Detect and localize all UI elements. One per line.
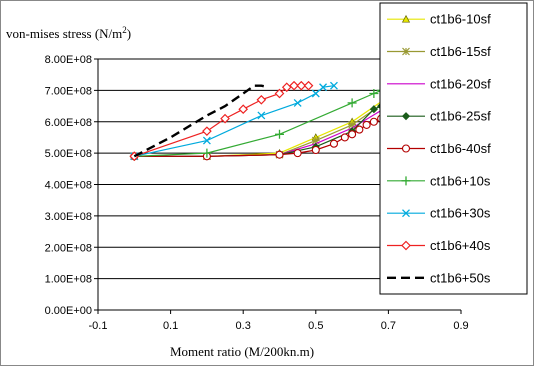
series-ct1b6+40s [129, 80, 314, 162]
data-point [401, 176, 411, 186]
legend-entry: ct1b6-10sf [387, 12, 491, 27]
series-ct1b6+50s [133, 84, 269, 158]
legend-label: ct1b6+10s [430, 173, 491, 188]
data-point [311, 145, 320, 155]
data-point [293, 149, 302, 158]
legend-entry: ct1b6+50s [387, 270, 491, 285]
data-point [311, 136, 320, 145]
x-tick-label: 0.7 [381, 320, 396, 332]
data-point [257, 111, 266, 120]
data-point [401, 14, 411, 23]
y-tick-label: 7.00E+08 [45, 85, 92, 97]
data-point [220, 113, 230, 124]
data-point [369, 89, 379, 99]
series-line [133, 84, 269, 158]
legend-entry: ct1b6+30s [387, 206, 491, 221]
data-point [340, 133, 349, 142]
legend-label: ct1b6-40sf [430, 141, 491, 156]
y-tick-label: 1.00E+08 [45, 274, 92, 286]
x-tick-label: 0.5 [308, 320, 323, 332]
y-tick-label: 5.00E+08 [45, 148, 92, 160]
data-point [202, 136, 211, 145]
data-point [402, 209, 410, 218]
data-point [202, 126, 212, 137]
legend-entry: ct1b6+10s [387, 173, 491, 188]
data-point [369, 105, 378, 114]
data-point [348, 130, 357, 139]
x-tick-label: 0.9 [453, 320, 468, 332]
data-point [329, 139, 339, 148]
data-point [347, 98, 357, 108]
data-point [293, 98, 302, 107]
y-tick-label: 3.00E+08 [45, 211, 92, 223]
data-point [369, 117, 378, 126]
y-tick-label: 2.00E+08 [45, 242, 92, 254]
data-point [401, 144, 411, 153]
x-tick-label: 0.1 [163, 320, 178, 332]
data-point [362, 120, 371, 129]
data-point [329, 81, 338, 90]
data-point [402, 47, 410, 56]
data-point [401, 240, 411, 251]
legend-label: ct1b6-10sf [430, 12, 491, 27]
y-tick-label: 6.00E+08 [45, 117, 92, 129]
legend-entry: ct1b6+40s [387, 238, 491, 253]
y-tick-label: 4.00E+08 [45, 180, 92, 192]
data-point [319, 83, 328, 92]
data-point [289, 80, 299, 91]
legend-label: ct1b6+50s [430, 270, 491, 285]
plot-axes: 0.00E+00 1.00E+08 2.00E+08 3.00E+08 4.00E+08… [45, 54, 469, 332]
data-point [274, 88, 285, 99]
legend-label: ct1b6-15sf [430, 44, 491, 59]
legend-label: ct1b6-20sf [430, 76, 491, 91]
x-tick-label: 0.3 [236, 320, 251, 332]
legend-entry: ct1b6-20sf [387, 76, 491, 91]
legend-entry: ct1b6-25sf [387, 109, 491, 124]
data-point [355, 125, 364, 134]
data-point [275, 150, 284, 159]
legend-entry: ct1b6-15sf [387, 44, 491, 59]
data-point [296, 80, 307, 91]
data-point [311, 89, 320, 98]
y-axis-title: von-mises stress (N/m2) [6, 25, 131, 41]
legend-label: ct1b6+40s [430, 238, 491, 253]
legend-label: ct1b6+30s [430, 206, 491, 221]
x-tick-label: -0.1 [89, 320, 108, 332]
data-point [348, 120, 357, 129]
legend-entry: ct1b6-40sf [387, 141, 491, 156]
y-tick-label: 0.00E+00 [45, 305, 92, 317]
data-point [202, 148, 212, 158]
legend-label: ct1b6-25sf [430, 109, 491, 124]
data-point [401, 112, 411, 121]
x-axis-title: Moment ratio (M/200kn.m) [170, 344, 314, 359]
data-point [238, 104, 249, 115]
legend: ct1b6-10sf ct1b6-15sf ct1b6-20sf ct1b6-25sf… [379, 2, 528, 295]
y-tick-label: 8.00E+08 [45, 54, 92, 66]
data-point [275, 129, 284, 139]
data-point [303, 80, 314, 91]
data-point [256, 94, 267, 105]
